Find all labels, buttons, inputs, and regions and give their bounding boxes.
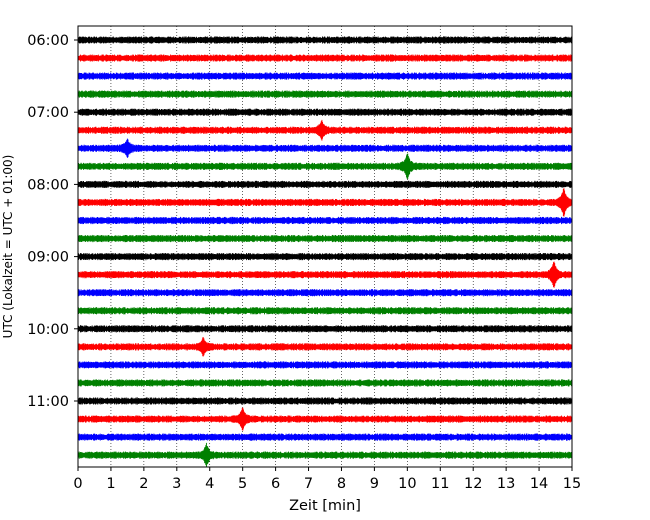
- trace-0915: [77, 261, 573, 288]
- trace-1045: [77, 379, 573, 387]
- trace-0745: [77, 153, 573, 180]
- trace-1100: [77, 397, 573, 405]
- x-tick-label: 13: [497, 476, 515, 492]
- trace-0615: [77, 54, 573, 62]
- trace-0900: [77, 252, 573, 261]
- x-tick-label: 4: [205, 476, 214, 492]
- trace-0730: [77, 138, 573, 158]
- trace-0830: [77, 216, 573, 225]
- trace-0715: [77, 119, 573, 141]
- x-tick-label: 10: [398, 476, 416, 492]
- trace-0815: [77, 188, 573, 217]
- y-tick-label: 11:00: [27, 394, 69, 410]
- plot-frame: [77, 25, 573, 468]
- trace-0945: [77, 307, 573, 315]
- x-tick-label: 14: [530, 476, 548, 492]
- trace-0800: [77, 180, 573, 189]
- trace-1145: [77, 442, 573, 468]
- x-tick-label: 11: [431, 476, 449, 492]
- y-tick-label: 09:00: [27, 250, 69, 266]
- trace-0630: [77, 72, 573, 80]
- y-tick-label: 08:00: [27, 177, 69, 193]
- x-tick-label: 5: [238, 476, 247, 492]
- y-axis-ticks: 06:00 07:00 08:00 09:00 10:00 11:00: [27, 33, 78, 410]
- trace-1030: [77, 361, 573, 369]
- y-tick-label: 07:00: [27, 105, 69, 121]
- x-tick-label: 0: [73, 476, 82, 492]
- trace-1130: [77, 433, 573, 441]
- trace-0930: [77, 289, 573, 297]
- trace-0600: [77, 36, 573, 44]
- x-tick-label: 15: [563, 476, 581, 492]
- x-tick-label: 6: [271, 476, 280, 492]
- x-tick-label: 7: [304, 476, 313, 492]
- trace-0845: [77, 234, 573, 243]
- x-tick-label: 9: [370, 476, 379, 492]
- x-tick-label: 2: [139, 476, 148, 492]
- x-axis-label: Zeit [min]: [289, 498, 361, 514]
- y-axis-label: UTC (Lokalzeit = UTC + 01:00): [1, 155, 15, 339]
- trace-1115: [77, 407, 573, 431]
- x-tick-label: 1: [106, 476, 115, 492]
- trace-0645: [77, 90, 573, 98]
- x-tick-label: 12: [464, 476, 482, 492]
- x-tick-label: 8: [337, 476, 346, 492]
- x-axis-ticks: 0 1 2 3 4 5 6 7 8 9 10 11 12 13 14 15: [73, 467, 581, 492]
- seismic-traces: [77, 36, 573, 468]
- y-tick-label: 10:00: [27, 322, 69, 338]
- x-tick-label: 3: [172, 476, 181, 492]
- y-tick-label: 06:00: [27, 33, 69, 49]
- trace-0700: [77, 108, 573, 116]
- trace-1015: [77, 337, 573, 357]
- trace-1000: [77, 325, 573, 333]
